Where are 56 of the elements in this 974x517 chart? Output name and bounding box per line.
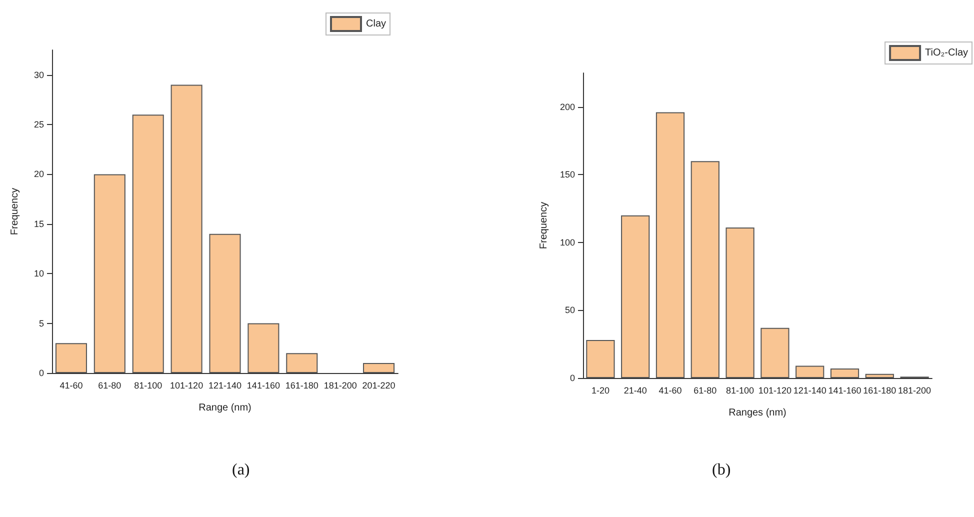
y-tick-label: 0	[570, 373, 575, 383]
y-tick-label: 5	[38, 318, 44, 328]
bar	[760, 328, 790, 378]
x-tick-label: 81-100	[134, 380, 162, 390]
legend-label: Clay	[366, 18, 386, 30]
text: (a)	[232, 462, 250, 478]
y-tick-label: 10	[34, 268, 44, 279]
bar	[865, 374, 894, 378]
bar	[621, 215, 650, 378]
y-tick-label: 200	[560, 102, 575, 112]
y-tick-label: 30	[34, 70, 44, 80]
x-tick-label: 61-80	[694, 386, 717, 396]
bar	[586, 340, 615, 378]
x-tick-label: 41-60	[658, 386, 682, 396]
x-tick-label: 81-100	[726, 386, 754, 396]
bar	[170, 84, 202, 373]
y-axis-title: Frequency	[10, 188, 20, 236]
bar	[55, 343, 87, 373]
y-tick-label: 25	[34, 120, 44, 130]
x-tick-label: 61-80	[98, 380, 122, 390]
y-axis-title: Frequency	[538, 202, 550, 250]
legend-label: TiO₂-Clay	[925, 48, 968, 58]
bar	[656, 112, 685, 378]
bar	[363, 363, 395, 373]
bar	[286, 353, 318, 373]
y-tick-label: 150	[560, 170, 575, 180]
bar	[94, 174, 126, 373]
bar	[830, 368, 860, 378]
x-tick-label: 21-40	[624, 386, 647, 396]
x-tick-label: 161-180	[863, 386, 896, 396]
bar	[132, 114, 164, 373]
bar	[248, 323, 280, 373]
y-tick-label: 50	[564, 305, 575, 316]
x-tick-label: 121-140	[208, 380, 242, 390]
x-axis-title: Ranges (nm)	[728, 408, 786, 418]
text: (b)	[712, 462, 731, 478]
x-tick-label: 101-120	[170, 380, 204, 390]
x-tick-label: 141-160	[246, 380, 280, 390]
x-tick-label: 201-220	[362, 380, 396, 390]
bar	[796, 366, 824, 378]
y-tick-label: 20	[34, 169, 44, 180]
y-tick-label: 100	[560, 237, 575, 248]
x-tick-label: 41-60	[60, 380, 83, 390]
bar	[690, 161, 720, 378]
y-tick-label: 15	[34, 218, 44, 229]
x-axis-title: Range (nm)	[198, 402, 252, 414]
x-tick-label: 101-120	[758, 386, 792, 396]
x-tick-label: 161-180	[285, 380, 318, 390]
x-tick-label: 141-160	[828, 386, 862, 396]
y-tick-label: 0	[38, 368, 44, 378]
bar	[209, 234, 241, 373]
x-tick-label: 181-200	[898, 386, 932, 396]
x-tick-label: 121-140	[793, 386, 826, 396]
bar	[726, 228, 754, 378]
x-tick-label: 1-20	[591, 386, 610, 396]
x-tick-label: 181-200	[324, 380, 357, 390]
